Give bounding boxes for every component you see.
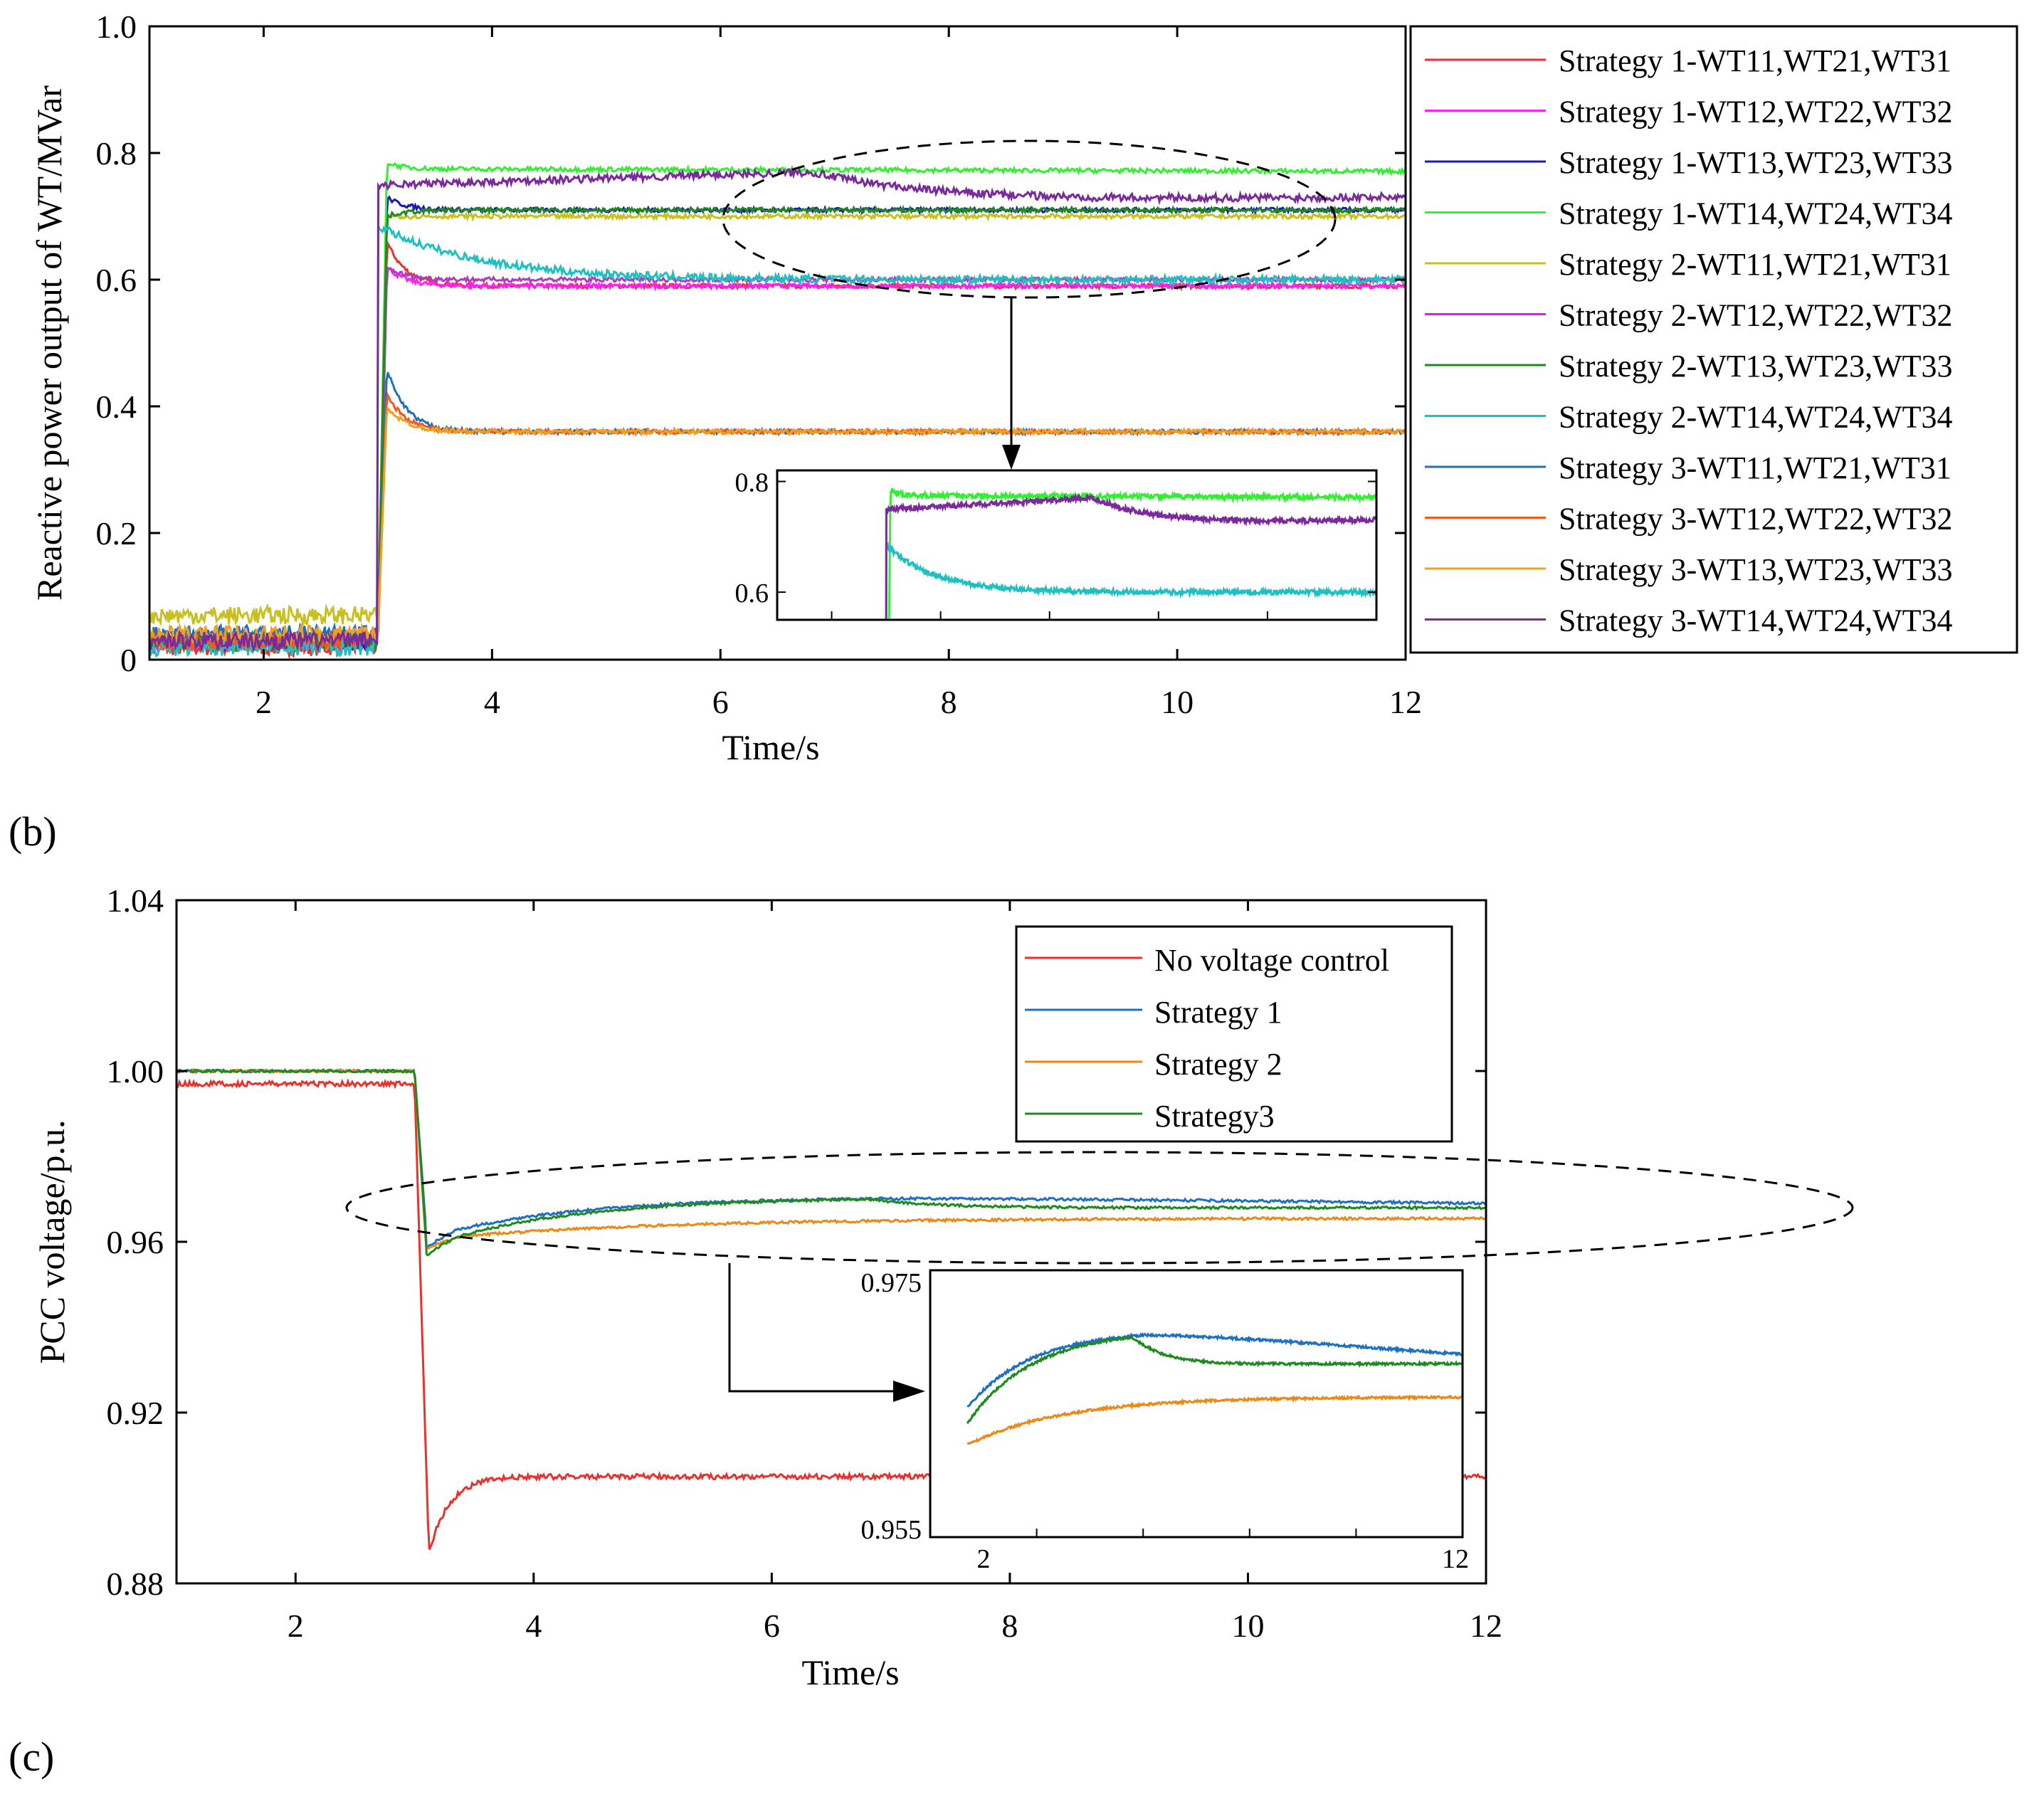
xtick-label-b: 4	[484, 684, 500, 720]
ytick-label-b: 1.0	[96, 9, 137, 45]
xtick-label-b: 10	[1161, 684, 1194, 720]
legend-label-b-7: Strategy 2-WT13,WT23,WT33	[1559, 349, 1953, 384]
legend-label-b-4: Strategy 1-WT14,WT24,WT34	[1559, 196, 1953, 231]
inset-line-b-4	[887, 487, 1376, 620]
inset-frame-b	[776, 469, 1378, 621]
series-line-b-11	[149, 406, 1406, 646]
legend-c: No voltage control Strategy 1 Strategy 2 St…	[1015, 925, 1453, 1143]
zoom-arrowhead-c	[893, 1381, 925, 1402]
inset-frame-c	[929, 1269, 1464, 1539]
xtick-label-c: 4	[525, 1608, 542, 1644]
legend-label-c-4: Strategy3	[1154, 1099, 1275, 1134]
ytick-label-b: 0.4	[96, 389, 137, 425]
legend-label-c-3: Strategy 2	[1154, 1047, 1282, 1082]
ytick-label-c: 1.00	[107, 1053, 164, 1090]
ytick-label-c: 0.92	[107, 1395, 164, 1431]
xtick-label-c: 8	[1001, 1608, 1018, 1644]
zoom-arrowhead-b	[1002, 445, 1021, 470]
inset-xtick-label-c: 2	[977, 1544, 991, 1574]
xtick-label-c: 12	[1470, 1608, 1502, 1644]
inset-xtick-label-c: 12	[1442, 1544, 1469, 1574]
panel-label-c: (c)	[9, 1734, 54, 1780]
inset-ytick-label-b: 0.6	[735, 579, 769, 608]
inset-c: 0.955 0.975 2 12	[861, 1268, 1470, 1574]
xtick-label-b: 2	[256, 684, 272, 720]
plot-frame-b	[148, 25, 1407, 661]
legend-label-b-3: Strategy 1-WT13,WT23,WT33	[1559, 145, 1953, 180]
xtick-label-c: 2	[288, 1608, 304, 1644]
legend-label-b-9: Strategy 3-WT11,WT21,WT31	[1559, 450, 1951, 485]
inset-line-b-12	[885, 492, 1376, 620]
chart-b: 2 4 6 8 10 12 0 0.2 0.4 0.6 0.8 1.0 Time/s Reactive…	[29, 9, 2018, 767]
ylabel-b: Reactive power output of WT/MVar	[29, 85, 69, 601]
xlabel-b: Time/s	[722, 727, 819, 767]
inset-b: 0.6 0.8	[735, 468, 1378, 621]
legend-label-b-12: Strategy 3-WT14,WT24,WT34	[1559, 603, 1953, 638]
legend-b: Strategy 1-WT11,WT21,WT31 Strategy 1-WT12…	[1409, 25, 2018, 654]
legend-label-b-10: Strategy 3-WT12,WT22,WT32	[1559, 502, 1953, 537]
inset-line-b-8	[885, 541, 1376, 620]
ytick-label-c: 0.96	[107, 1224, 164, 1260]
xlabel-c: Time/s	[801, 1652, 899, 1692]
legend-label-b-2: Strategy 1-WT12,WT22,WT32	[1559, 95, 1953, 130]
legend-label-b-6: Strategy 2-WT12,WT22,WT32	[1559, 298, 1953, 333]
legend-label-b-5: Strategy 2-WT11,WT21,WT31	[1559, 247, 1951, 282]
ytick-label-b: 0.6	[96, 262, 137, 298]
inset-line-c-2	[966, 1331, 1463, 1408]
xtick-label-b: 12	[1389, 684, 1422, 720]
zoom-arrow-c	[728, 1263, 898, 1393]
xtick-label-b: 6	[712, 684, 729, 720]
ytick-label-c: 1.04	[107, 882, 164, 919]
xtick-label-c: 6	[764, 1608, 780, 1644]
inset-line-c-4	[966, 1336, 1463, 1425]
inset-ytick-label-c: 0.975	[861, 1268, 922, 1298]
panel-label-b: (b)	[9, 808, 57, 855]
zoom-ellipse-c	[345, 1151, 1854, 1265]
inset-line-c-3	[966, 1394, 1463, 1445]
xtick-label-b: 8	[941, 684, 957, 720]
legend-label-b-8: Strategy 2-WT14,WT24,WT34	[1559, 400, 1953, 435]
ylabel-c: PCC voltage/p.u.	[32, 1119, 72, 1363]
zoom-ellipse-b	[722, 139, 1337, 299]
ytick-label-b: 0.2	[96, 515, 137, 552]
inset-ytick-label-c: 0.955	[861, 1515, 922, 1545]
legend-frame-c	[1015, 925, 1453, 1143]
chart-c: 2 4 6 8 10 12 0.88 0.92 0.96 1.00 1.04 Time/s PCC …	[32, 882, 1854, 1692]
ytick-label-b: 0.8	[96, 135, 137, 172]
legend-label-b-11: Strategy 3-WT13,WT23,WT33	[1559, 552, 1953, 587]
series-line-b-5	[149, 211, 1405, 628]
legend-frame-b	[1409, 25, 2018, 654]
ytick-label-b: 0	[120, 642, 137, 678]
legend-label-b-1: Strategy 1-WT11,WT21,WT31	[1559, 43, 1951, 78]
ytick-label-c: 0.88	[107, 1566, 164, 1602]
inset-ytick-label-b: 0.8	[735, 468, 769, 498]
xtick-label-c: 10	[1231, 1608, 1264, 1644]
legend-label-c-2: Strategy 1	[1154, 995, 1282, 1030]
series-line-c-4	[177, 1067, 1486, 1257]
legend-label-c-1: No voltage control	[1154, 943, 1389, 978]
